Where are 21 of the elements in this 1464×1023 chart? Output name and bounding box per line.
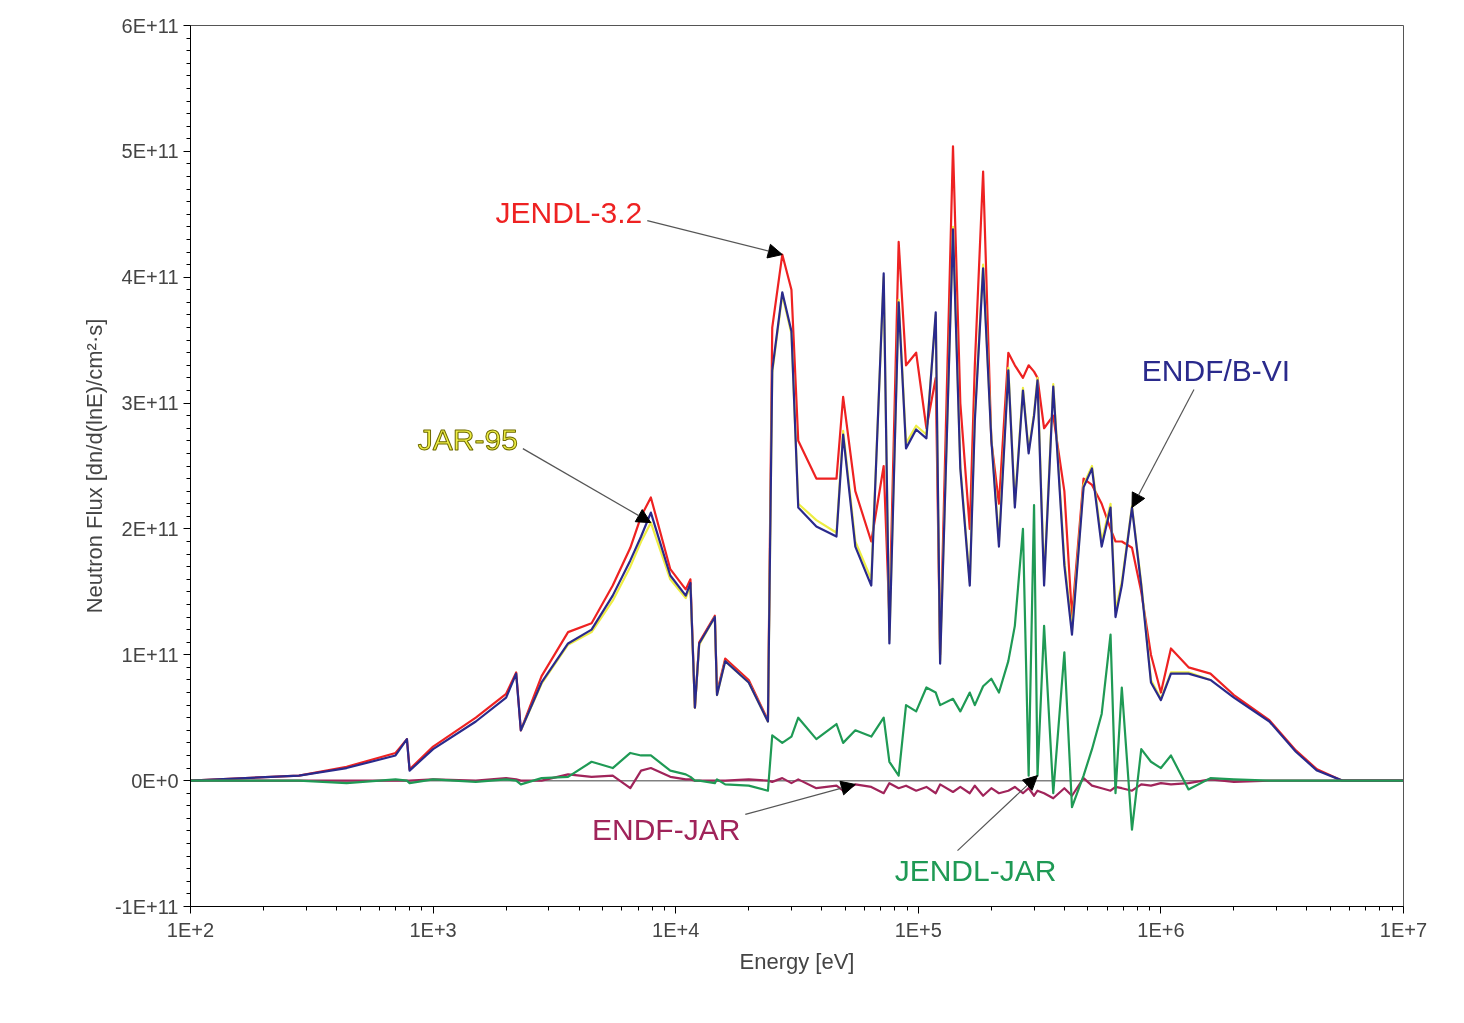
y-tick-label: 5E+11 [121,140,179,163]
text: JENDL-3.2 [495,196,643,230]
y-tick-label: 2E+11 [121,517,179,540]
x-tick-label: 1E+6 [1137,918,1185,941]
y-tick-label: 0E+0 [131,769,179,792]
y-tick-label: 4E+11 [121,266,179,289]
x-tick-label: 1E+4 [652,918,700,941]
y-tick-label: -1E+11 [114,895,179,918]
x-tick-label: 1E+7 [1379,918,1428,941]
x-tick-label: 1E+2 [166,918,215,941]
y-tick-label: 3E+11 [121,392,179,415]
x-tick-label: 1E+5 [894,918,942,941]
series-label: JENDL-JAR [894,854,1057,888]
y-axis-title: Neutron Flux [dn/d(lnE)/cm²·s] [81,318,107,614]
x-tick-label: 1E+3 [409,918,457,941]
text: JAR-95 [417,423,518,457]
text: ENDF/B-VI [1141,354,1291,388]
x-axis-title: Energy [eV] [739,948,855,974]
y-tick-label: 6E+11 [121,14,179,37]
y-tick-label: 1E+11 [121,643,179,666]
series-label: ENDF-JAR [591,812,741,846]
